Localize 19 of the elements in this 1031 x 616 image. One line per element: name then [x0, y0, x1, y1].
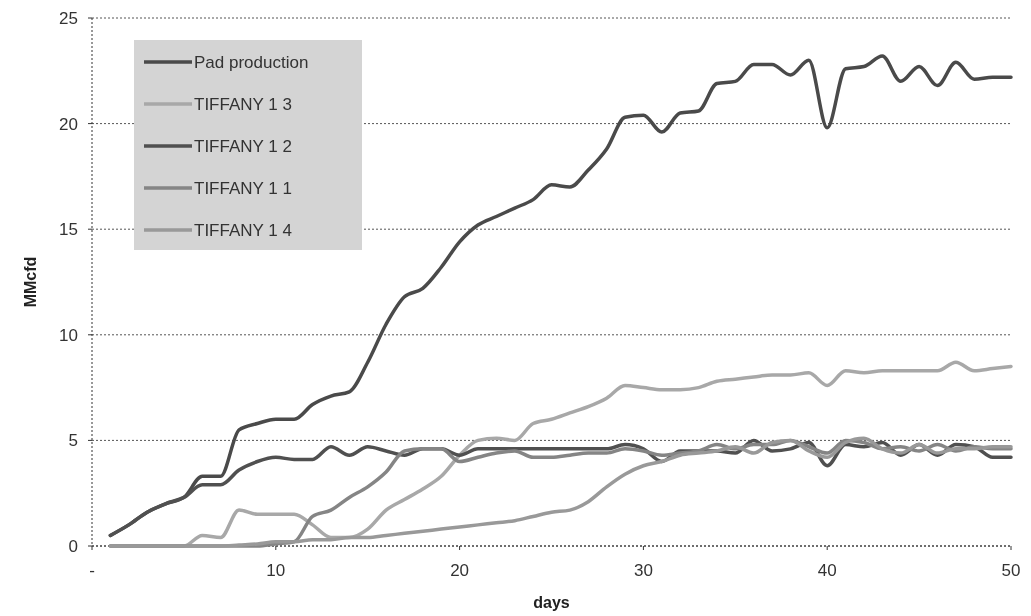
x-axis-title: days — [533, 594, 570, 611]
x-tick-label: 50 — [1001, 561, 1021, 580]
legend-label: Pad production — [194, 52, 309, 72]
y-tick-label: 15 — [59, 220, 78, 240]
y-tick-label: 25 — [59, 8, 78, 28]
x-tick-label: 10 — [266, 561, 286, 580]
y-tick-label: 10 — [59, 325, 78, 345]
legend-label: TIFFANY 1 4 — [194, 220, 292, 240]
x-tick-label: - — [89, 561, 95, 580]
legend-label: TIFFANY 1 2 — [194, 136, 292, 156]
y-tick-label: 20 — [59, 114, 78, 134]
y-tick-label: 5 — [68, 431, 78, 451]
x-tick-label: 40 — [817, 561, 837, 580]
x-tick-label: 20 — [450, 561, 470, 580]
y-axis-title: MMcfd — [22, 256, 39, 308]
legend-label: TIFFANY 1 1 — [194, 178, 292, 198]
x-tick-label: 30 — [633, 561, 653, 580]
legend-label: TIFFANY 1 3 — [194, 94, 292, 114]
y-tick-label: 0 — [68, 536, 78, 556]
